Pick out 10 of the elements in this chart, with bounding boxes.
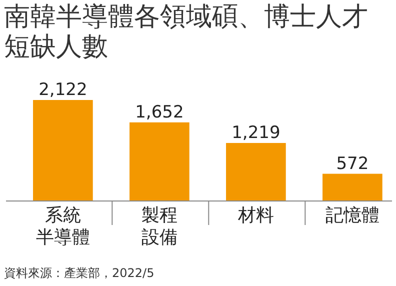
data-label: 1,219 [232,122,280,143]
x-tick-label: 系統半導體 [36,205,90,248]
chart-title: 南韓半導體各領域碩、博士人才短缺人數 [4,2,369,62]
x-tick-label: 材料 [236,205,274,226]
data-label: 1,652 [135,102,184,122]
data-label: 572 [336,154,369,174]
data-label: 2,122 [38,80,88,100]
x-tick-label: 製程設備 [141,205,178,248]
x-tick-label: 記憶體 [325,205,380,226]
source-note: 資料來源：產業部，2022/5 [4,266,154,280]
